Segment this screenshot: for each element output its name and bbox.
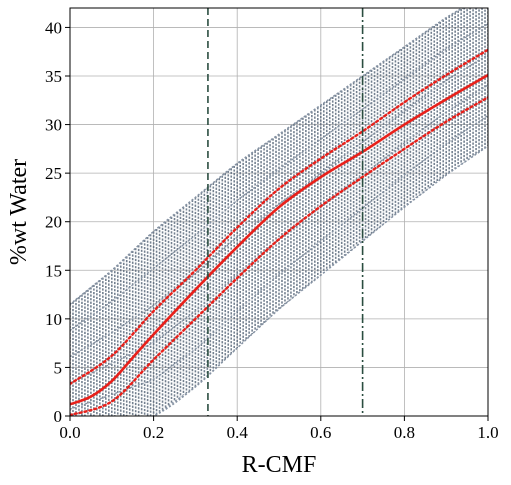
upper-band-line xyxy=(70,48,488,386)
x-tick-label: 1.0 xyxy=(477,423,498,442)
median-line xyxy=(70,73,488,406)
plot-series-group xyxy=(70,8,488,416)
y-tick-label: 10 xyxy=(45,310,62,329)
y-tick-label: 40 xyxy=(45,18,62,37)
x-tick-label: 0.8 xyxy=(394,423,415,442)
y-tick-label: 25 xyxy=(45,164,62,183)
x-tick-label: 0.6 xyxy=(310,423,331,442)
y-tick-label: 20 xyxy=(45,213,62,232)
y-tick-label: 30 xyxy=(45,116,62,135)
y-axis-label: %wt Water xyxy=(6,159,32,265)
y-tick-label: 5 xyxy=(54,358,63,377)
lower-band-line xyxy=(70,96,488,416)
y-tick-label: 15 xyxy=(45,261,62,280)
x-axis-label: R-CMF xyxy=(242,452,317,478)
sample-lines-group xyxy=(70,8,488,416)
x-tick-label: 0.2 xyxy=(143,423,164,442)
y-tick-label: 35 xyxy=(45,67,62,86)
y-tick-label: 0 xyxy=(54,407,63,426)
sample-envelope-line xyxy=(70,8,464,305)
x-tick-label: 0.4 xyxy=(227,423,249,442)
sample-trace xyxy=(70,114,488,410)
plot-frame xyxy=(69,7,489,417)
sample-envelope-line xyxy=(151,145,488,416)
sample-trace xyxy=(70,23,488,332)
x-tick-label: 0.0 xyxy=(59,423,80,442)
sample-trace xyxy=(70,53,488,358)
